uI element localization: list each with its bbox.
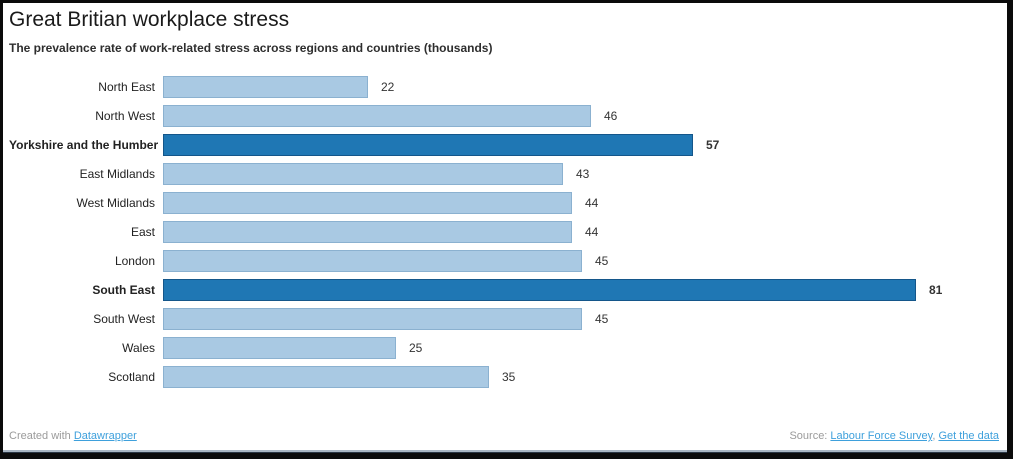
- value-label: 25: [409, 341, 423, 355]
- chart-title: Great Britian workplace stress: [9, 8, 290, 31]
- chart-row: North West 46: [9, 105, 1007, 127]
- category-label: East: [130, 225, 155, 239]
- get-data-link[interactable]: Get the data: [938, 430, 999, 442]
- value-label: 44: [585, 196, 599, 210]
- category-label: South West: [93, 312, 155, 326]
- value-label: 46: [604, 109, 618, 123]
- category-label: South East: [92, 283, 155, 297]
- category-label: West Midlands: [76, 196, 155, 210]
- value-label: 81: [929, 283, 943, 297]
- attribution: Created with Datawrapper: [9, 430, 137, 442]
- datawrapper-link[interactable]: Datawrapper: [73, 430, 137, 442]
- category-label: Yorkshire and the Humber: [9, 138, 159, 152]
- value-label: 22: [381, 80, 395, 94]
- category-label: North West: [95, 109, 155, 123]
- category-label: London: [114, 254, 155, 268]
- chart-row: South West 45: [9, 308, 1007, 330]
- value-label: 44: [585, 225, 599, 239]
- chart-row: East 44: [9, 221, 1007, 243]
- bar: [163, 337, 396, 359]
- bar: [163, 163, 563, 185]
- chart-row: Scotland 35: [9, 366, 1007, 388]
- bar: [163, 279, 916, 301]
- category-label: East Midlands: [79, 167, 155, 181]
- created-with-label: Created with: [9, 430, 74, 442]
- chart-row: Wales 25: [9, 337, 1007, 359]
- chart-row: East Midlands 43: [9, 163, 1007, 185]
- chart-container: Great Britian workplace stress The preva…: [3, 3, 1007, 453]
- category-label: North East: [98, 80, 155, 94]
- chart-row: Yorkshire and the Humber 57: [9, 134, 1007, 156]
- bar: [163, 105, 591, 127]
- value-label: 45: [595, 254, 609, 268]
- bar: [163, 221, 572, 243]
- bar: [163, 192, 572, 214]
- value-label: 57: [706, 138, 720, 152]
- bar: [163, 308, 582, 330]
- chart-row: London 45: [9, 250, 1007, 272]
- chart-footer: Created with Datawrapper Source: Labour …: [9, 430, 999, 442]
- bar: [163, 366, 489, 388]
- value-label: 45: [595, 312, 609, 326]
- source-line: Source: Labour Force Survey, Get the dat…: [789, 430, 999, 442]
- source-separator: ,: [932, 430, 939, 442]
- chart-row: South East 81: [9, 279, 1007, 301]
- chart-rows: North East 22 North West 46 Yorkshire and th…: [9, 76, 1007, 388]
- value-label: 43: [576, 167, 590, 181]
- value-label: 35: [502, 370, 516, 384]
- category-label: Scotland: [108, 370, 155, 384]
- bar: [163, 250, 582, 272]
- chart-row: West Midlands 44: [9, 192, 1007, 214]
- chart-subtitle: The prevalence rate of work-related stre…: [9, 41, 493, 55]
- source-link[interactable]: Labour Force Survey: [830, 430, 933, 442]
- chart-row: North East 22: [9, 76, 1007, 98]
- bar: [163, 76, 368, 98]
- category-label: Wales: [122, 341, 155, 355]
- source-label: Source:: [789, 430, 831, 442]
- bar: [163, 134, 693, 156]
- window-bottom-edge: [3, 450, 1007, 453]
